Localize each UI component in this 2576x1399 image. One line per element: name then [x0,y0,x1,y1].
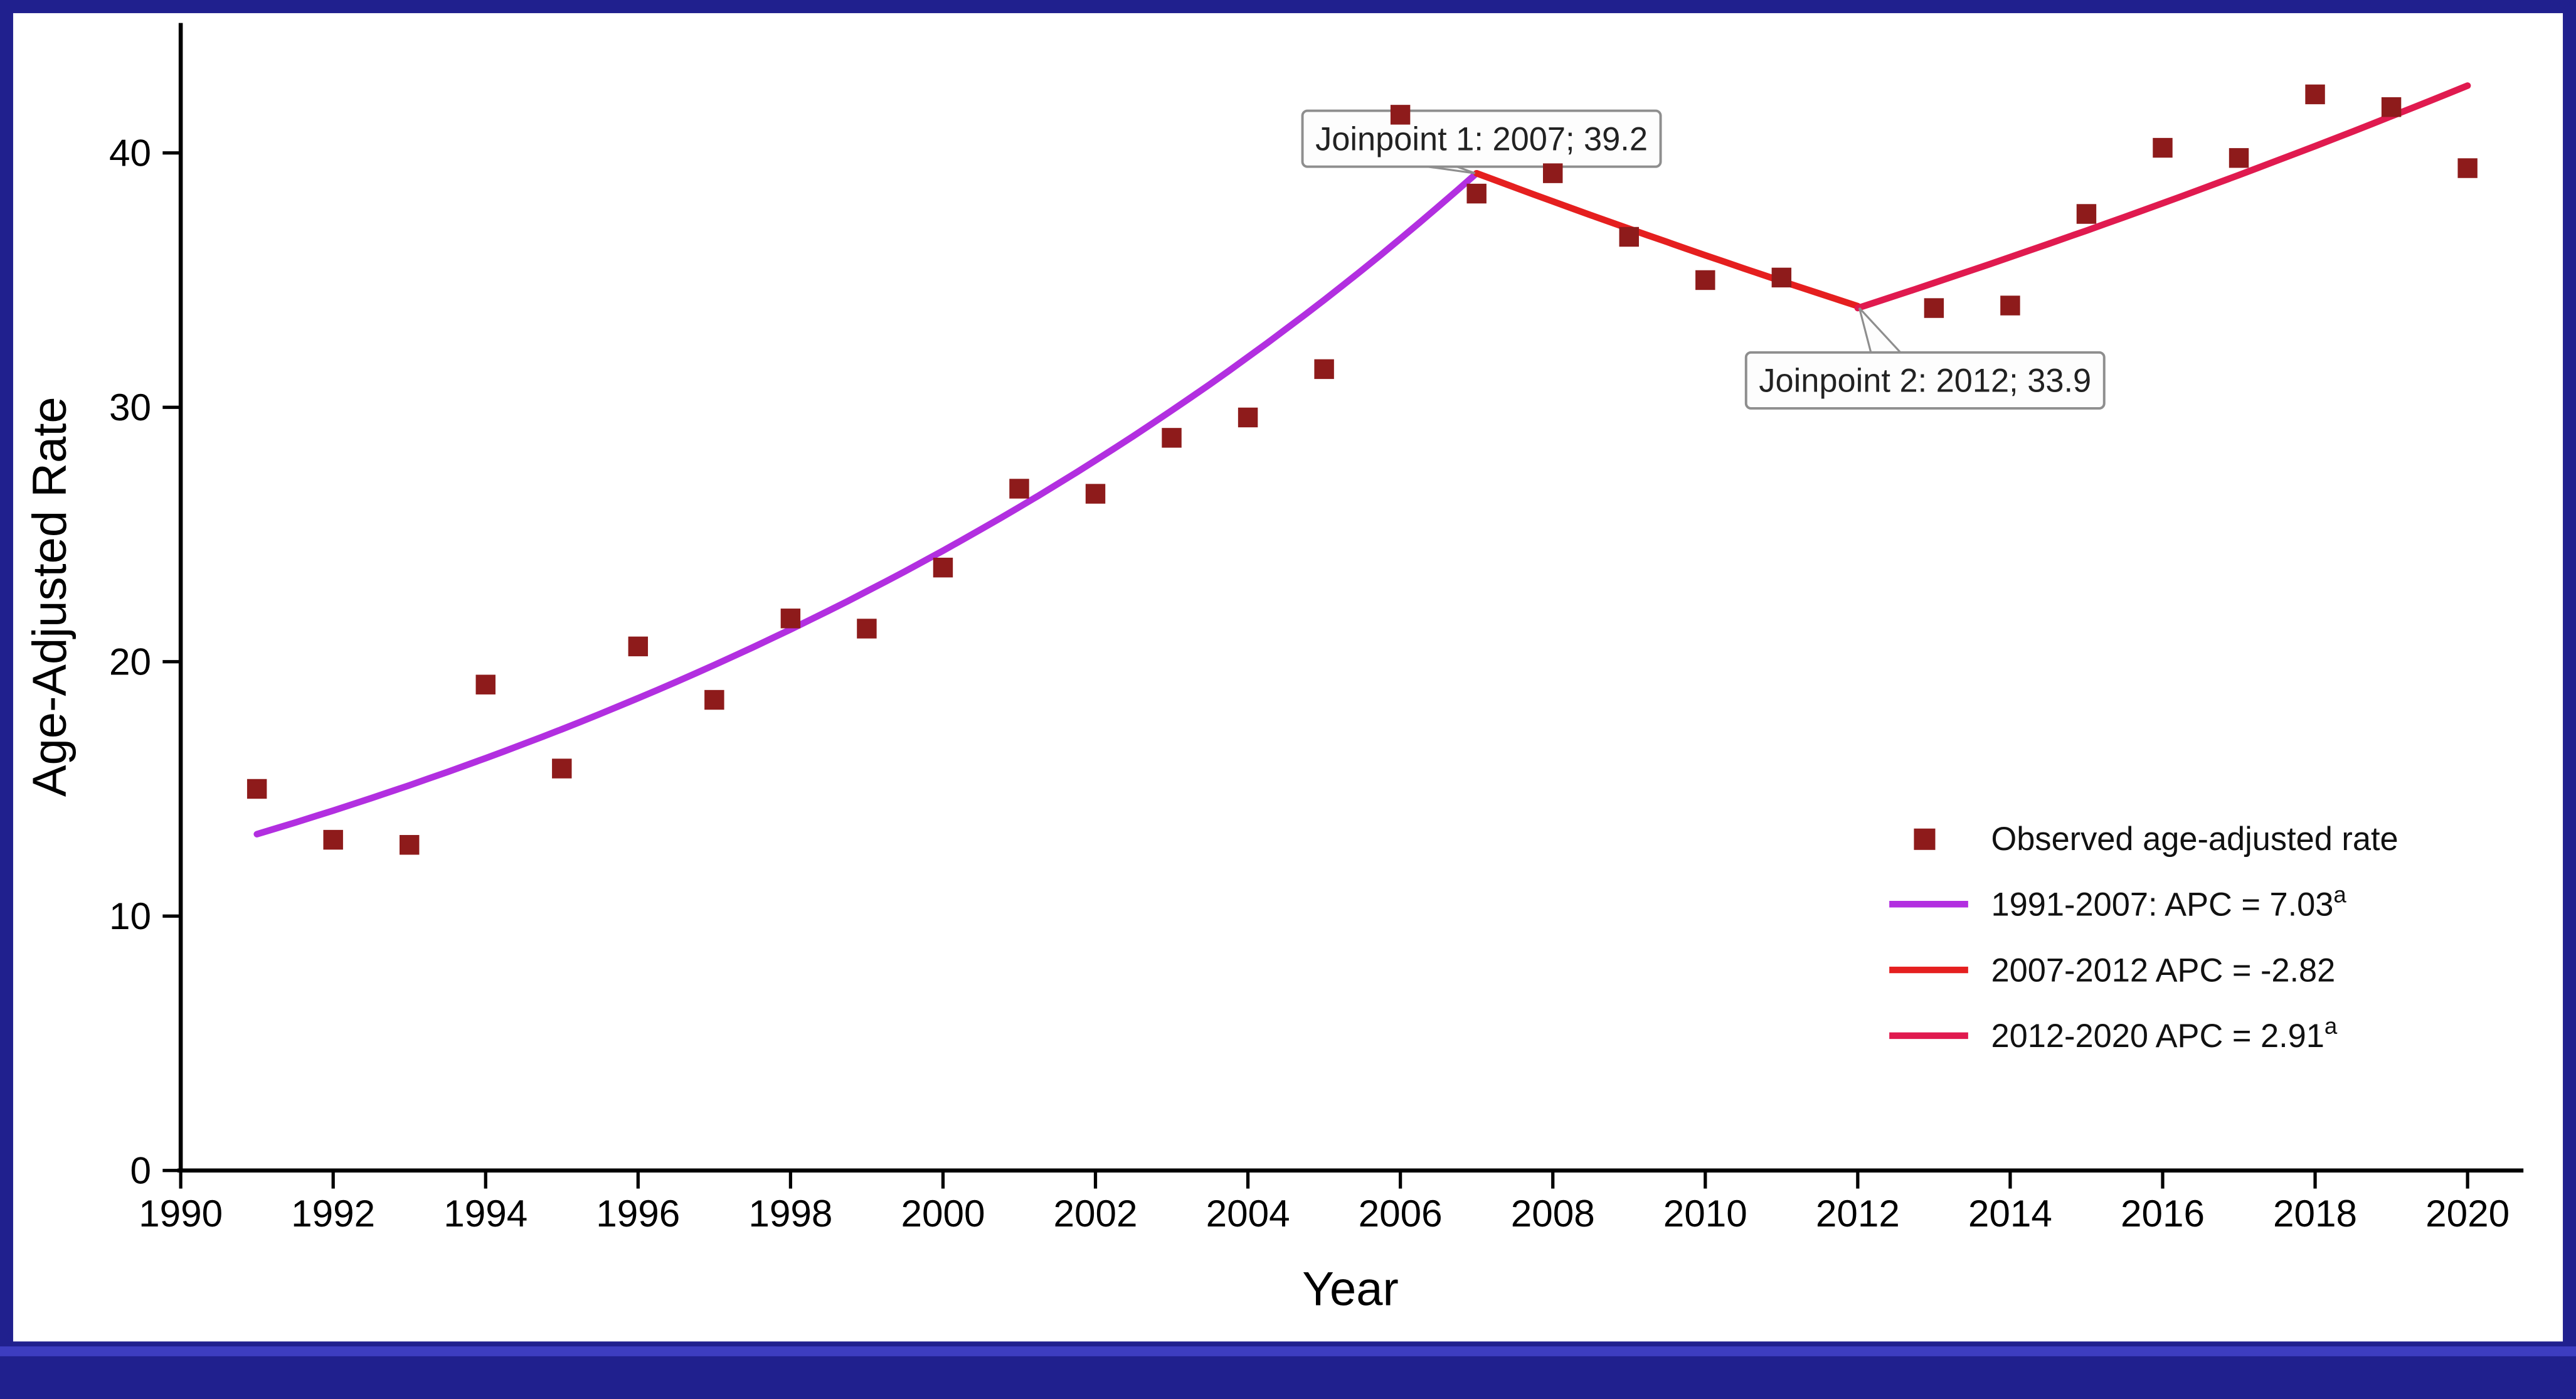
legend-superscript: a [2324,1013,2338,1039]
x-tick-label: 1992 [291,1192,375,1235]
y-tick-label: 40 [109,132,151,174]
observed-points [246,84,2478,855]
callout-box [1744,351,2106,410]
observed-point [1085,484,1106,504]
callout-box [1301,109,1662,168]
trend-line [1854,82,2471,312]
x-tick-label: 2020 [2425,1192,2510,1235]
observed-point [323,829,343,850]
x-tick-label: 2002 [1054,1192,1138,1235]
x-axis-ticks: 1990 1992 1994 1996 1998 2000 2002 2004 2006 2008… [139,1170,2510,1235]
observed-point [1619,226,1639,247]
legend-item-label: Observed age-adjusted rate [1991,821,2398,858]
joinpoint-annotations: Joinpoint 1: 2007; 39.2 Joinpoint 2: 2012… [1301,109,2106,410]
trend-lines [253,82,2471,838]
y-axis-ticks: 0 10 20 30 40 [109,132,181,1192]
legend-swatch-square [1914,828,1936,850]
observed-point [400,834,420,855]
observed-point [1162,428,1182,448]
observed-point [1695,270,1715,290]
observed-point [857,619,877,639]
observed-point [2229,148,2249,168]
observed-point [628,636,649,657]
observed-point [1390,105,1411,125]
x-tick-label: 1996 [596,1192,680,1235]
y-axis-title: Age-Adjusted Rate [23,396,77,797]
observed-point [552,758,572,779]
observed-point [2076,204,2097,224]
legend: Observed age-adjusted rate 1991-2007: APC… [1889,821,2398,1055]
y-tick-label: 30 [109,386,151,428]
observed-point [1924,298,1944,318]
y-tick-label: 10 [109,895,151,937]
observed-point [1238,407,1258,428]
x-tick-label: 2018 [2273,1192,2357,1235]
observed-point [704,689,724,710]
bottom-stripe [0,1346,2576,1356]
x-tick-label: 1990 [139,1192,223,1235]
observed-point [1314,359,1334,380]
observed-point [2381,97,2402,117]
observed-point [2153,137,2173,158]
observed-point [2457,158,2478,178]
x-tick-label: 2012 [1816,1192,1900,1235]
x-tick-label: 2010 [1663,1192,1747,1235]
x-tick-label: 2004 [1206,1192,1290,1235]
x-tick-label: 2014 [1968,1192,2052,1235]
observed-point [475,674,496,694]
observed-point [1009,479,1029,499]
observed-point [2305,84,2325,105]
callout-label: Joinpoint 1: 2007; 39.2 [1315,121,1648,157]
observed-point [780,609,801,629]
y-tick-label: 0 [130,1149,151,1192]
x-axis-title: Year [1302,1263,1398,1316]
plot-panel [13,13,2563,1342]
observed-point [1466,183,1487,204]
x-tick-label: 2008 [1511,1192,1595,1235]
x-tick-label: 2000 [901,1192,985,1235]
trend-line [1473,169,1862,310]
legend-item-label: 1991-2007: APC = 7.03a [1991,882,2347,923]
trend-line [253,169,1480,838]
x-tick-label: 1994 [443,1192,527,1235]
observed-point [933,557,953,578]
legend-item-label: 2012-2020 APC = 2.91a [1991,1013,2338,1055]
legend-superscript: a [2333,882,2346,908]
observed-point [1543,163,1563,183]
x-tick-label: 1998 [748,1192,832,1235]
callout-label: Joinpoint 2: 2012; 33.9 [1759,363,2091,400]
legend-item-label: 2007-2012 APC = -2.82 [1991,952,2336,989]
x-tick-label: 2006 [1359,1192,1443,1235]
axes [177,23,2524,1173]
observed-point [1771,267,1792,288]
observed-point [246,779,267,799]
x-tick-label: 2016 [2121,1192,2205,1235]
observed-point [2000,295,2020,316]
y-tick-label: 20 [109,641,151,683]
